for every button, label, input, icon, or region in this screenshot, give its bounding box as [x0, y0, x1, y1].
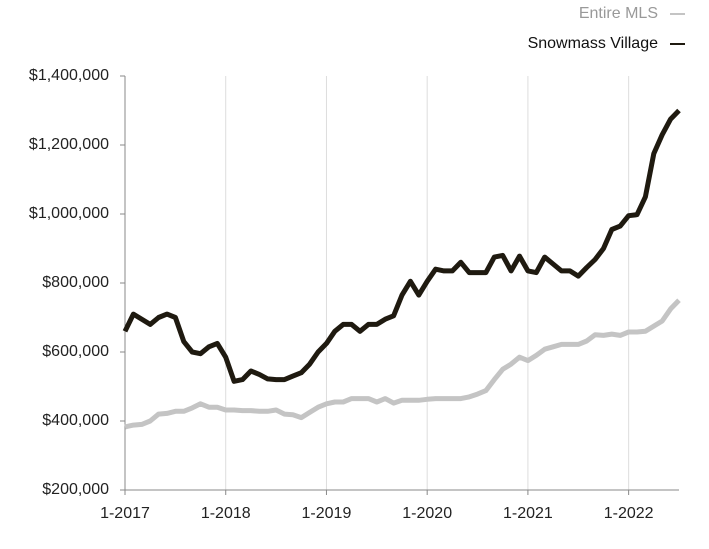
legend-label: Snowmass Village	[528, 35, 659, 52]
y-tick-label: $600,000	[42, 343, 109, 360]
x-tick-label: 1-2019	[302, 505, 352, 522]
x-tick-label: 1-2018	[201, 505, 251, 522]
y-tick-label: $1,000,000	[29, 205, 109, 222]
y-tick-label: $1,400,000	[29, 67, 109, 84]
y-tick-label: $1,200,000	[29, 136, 109, 153]
x-tick-label: 1-2022	[604, 505, 654, 522]
y-tick-label: $400,000	[42, 412, 109, 429]
series-line	[124, 298, 681, 430]
series-line	[122, 108, 681, 384]
y-tick-label: $800,000	[42, 274, 109, 291]
y-tick-label: $200,000	[42, 481, 109, 498]
x-tick-label: 1-2017	[100, 505, 150, 522]
legend-label: Entire MLS	[579, 5, 658, 22]
x-tick-label: 1-2020	[402, 505, 452, 522]
x-tick-label: 1-2021	[503, 505, 553, 522]
